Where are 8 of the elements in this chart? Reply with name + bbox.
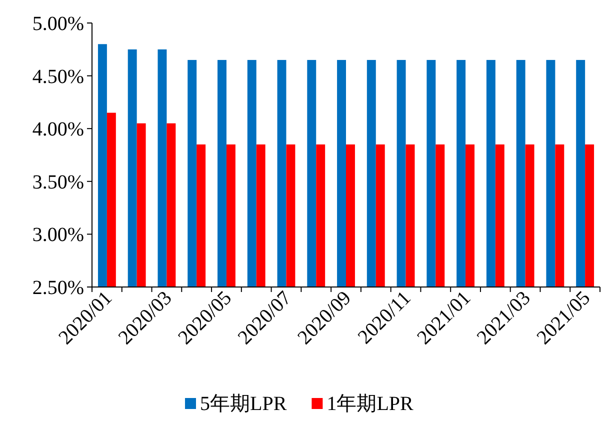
legend-label: 5年期LPR: [200, 393, 288, 415]
y-tick-label: 5.00%: [32, 13, 84, 35]
y-tick-label: 3.00%: [32, 224, 84, 246]
y-tick-label: 4.00%: [32, 118, 84, 141]
y-tick-label: 4.50%: [32, 66, 84, 88]
y-tick-label: 3.50%: [32, 171, 84, 194]
y-tick-label: 2.50%: [32, 277, 84, 299]
legend-label: 1年期LPR: [326, 393, 414, 415]
